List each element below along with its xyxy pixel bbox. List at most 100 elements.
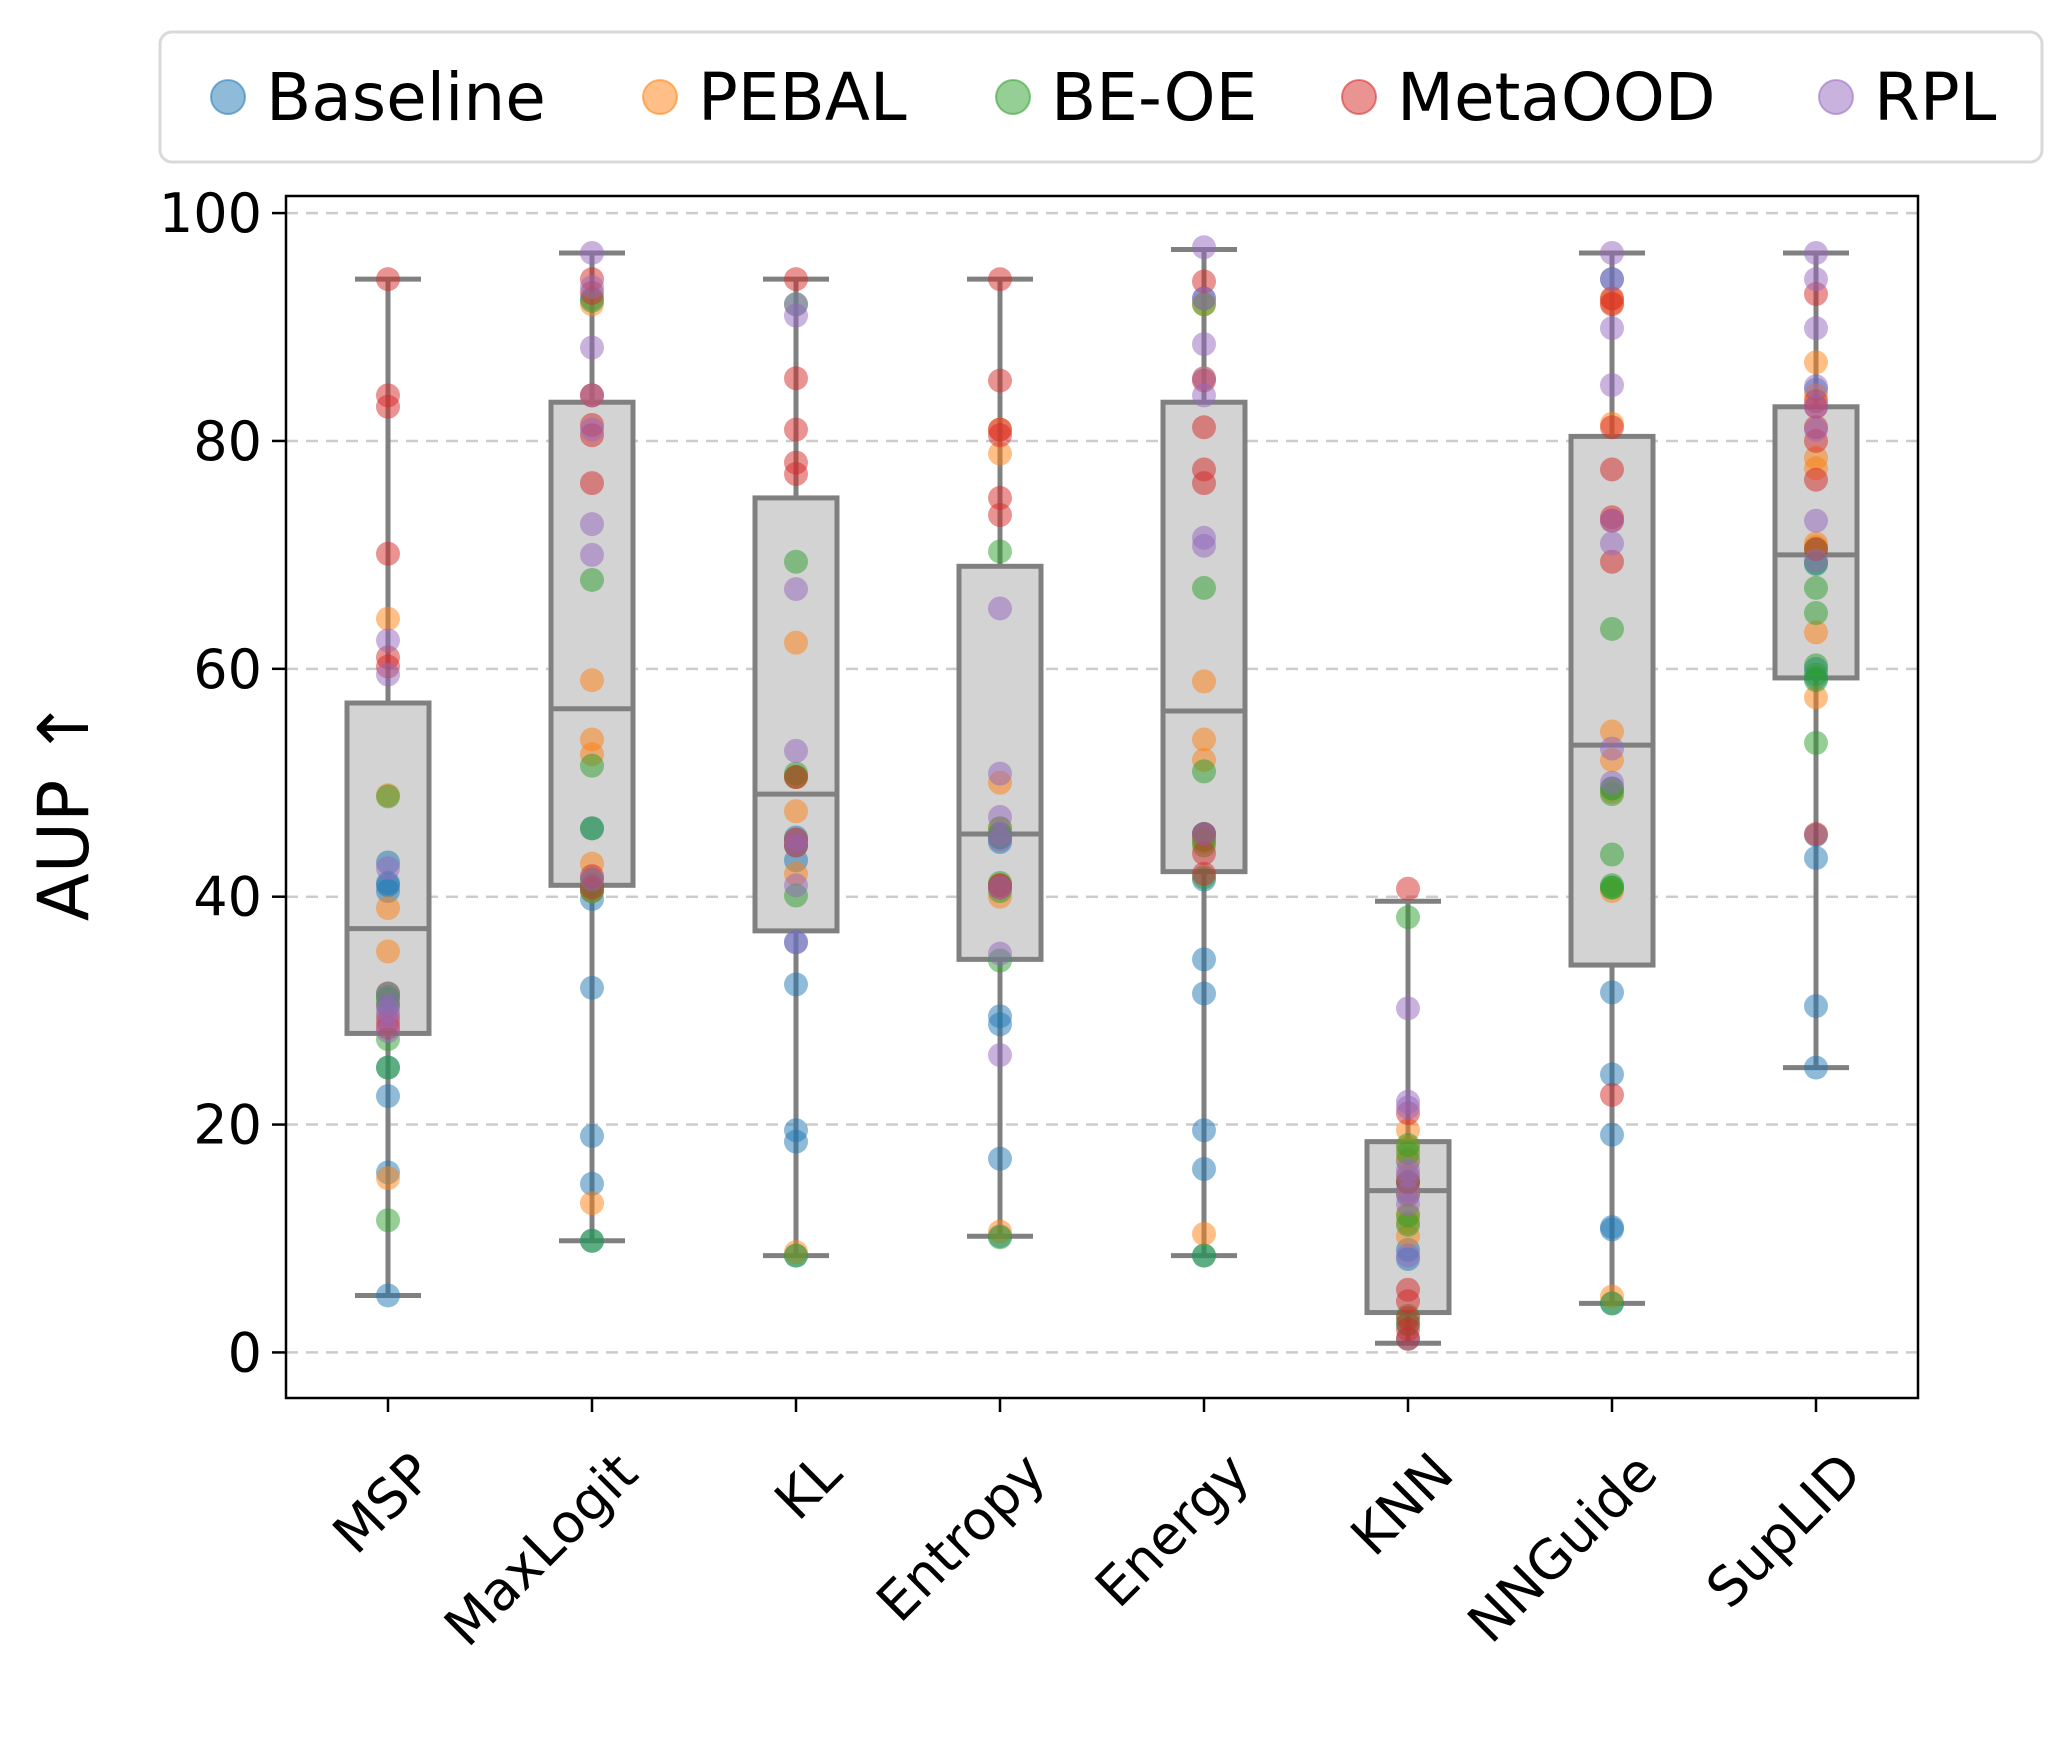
point-rpl xyxy=(1804,374,1828,399)
point-be-oe xyxy=(1804,600,1828,625)
legend-marker xyxy=(1341,79,1377,115)
point-be-oe xyxy=(1804,575,1828,600)
point-pebal xyxy=(1804,446,1828,471)
legend-marker xyxy=(642,79,678,115)
point-rpl xyxy=(1192,235,1216,260)
point-metaood xyxy=(784,450,808,475)
point-be-oe xyxy=(376,1208,400,1233)
point-rpl xyxy=(988,875,1012,900)
x-tick-label: NNGuide xyxy=(1456,1441,1670,1655)
x-tick-label: KNN xyxy=(1339,1441,1466,1568)
point-rpl xyxy=(784,292,808,317)
point-rpl xyxy=(988,761,1012,786)
point-pebal xyxy=(580,1191,604,1216)
point-pebal xyxy=(1804,350,1828,375)
point-metaood xyxy=(1192,269,1216,294)
point-baseline xyxy=(988,1004,1012,1029)
point-pebal xyxy=(376,606,400,631)
x-tick-label: MaxLogit xyxy=(432,1441,649,1658)
point-metaood xyxy=(988,267,1012,292)
plot-frame xyxy=(284,194,1920,1400)
legend-frame xyxy=(158,30,2044,164)
point-rpl xyxy=(784,930,808,955)
point-rpl xyxy=(1804,508,1828,533)
legend: Baseline PEBAL BE-OE MetaOOD RPL xyxy=(158,30,2044,164)
point-rpl xyxy=(1192,822,1216,847)
point-pebal xyxy=(1804,685,1828,710)
point-metaood xyxy=(1600,457,1624,482)
point-baseline xyxy=(580,975,604,1000)
point-metaood xyxy=(1600,549,1624,574)
point-rpl xyxy=(376,628,400,653)
point-be-oe xyxy=(1600,842,1624,867)
legend-label: Baseline xyxy=(266,59,546,136)
point-be-oe xyxy=(1396,905,1420,930)
point-be-oe xyxy=(1600,1291,1624,1316)
point-metaood xyxy=(988,485,1012,510)
box-plots xyxy=(344,247,1860,1346)
point-baseline xyxy=(784,1118,808,1143)
point-metaood xyxy=(784,417,808,442)
point-rpl xyxy=(580,867,604,892)
point-pebal xyxy=(1804,620,1828,645)
point-pebal xyxy=(376,896,400,921)
point-pebal xyxy=(580,668,604,693)
point-rpl xyxy=(580,512,604,537)
y-tick-label: 60 xyxy=(193,638,262,701)
point-rpl xyxy=(1804,394,1828,419)
y-tick-label: 40 xyxy=(193,866,262,929)
point-be-oe xyxy=(1804,668,1828,693)
point-rpl xyxy=(580,240,604,265)
point-rpl xyxy=(580,275,604,300)
point-rpl xyxy=(376,856,400,881)
point-metaood xyxy=(988,417,1012,442)
legend-item-rpl: RPL xyxy=(1818,59,1997,136)
point-baseline xyxy=(1192,981,1216,1006)
point-pebal xyxy=(1192,727,1216,752)
point-rpl xyxy=(1192,286,1216,311)
point-pebal xyxy=(1600,719,1624,744)
point-baseline xyxy=(1600,980,1624,1005)
legend-item-be-oe: BE-OE xyxy=(995,59,1257,136)
point-rpl xyxy=(1396,1089,1420,1114)
legend-item-baseline: Baseline xyxy=(210,59,546,136)
point-metaood xyxy=(784,267,808,292)
point-rpl xyxy=(580,417,604,442)
point-metaood xyxy=(1396,876,1420,901)
point-rpl xyxy=(376,981,400,1006)
point-be-oe xyxy=(1600,616,1624,641)
point-baseline xyxy=(1600,1215,1624,1240)
legend-marker xyxy=(995,79,1031,115)
point-rpl xyxy=(376,1019,400,1044)
point-rpl xyxy=(1804,240,1828,265)
point-baseline xyxy=(376,1084,400,1109)
point-rpl xyxy=(988,1043,1012,1068)
point-baseline xyxy=(1804,1055,1828,1080)
point-metaood xyxy=(580,471,604,496)
point-rpl xyxy=(784,833,808,858)
point-metaood xyxy=(1600,1082,1624,1107)
y-tick-label: 100 xyxy=(159,182,262,245)
point-pebal xyxy=(1192,669,1216,694)
y-tick-label: 80 xyxy=(193,410,262,473)
legend-item-pebal: PEBAL xyxy=(642,59,907,136)
point-be-oe xyxy=(580,1228,604,1253)
point-metaood xyxy=(1192,841,1216,866)
point-pebal xyxy=(1192,1221,1216,1246)
point-rpl xyxy=(1396,1192,1420,1217)
point-metaood xyxy=(784,366,808,391)
point-rpl xyxy=(376,662,400,687)
y-tick-label: 20 xyxy=(193,1094,262,1157)
point-rpl xyxy=(1804,316,1828,341)
point-be-oe xyxy=(1192,575,1216,600)
point-metaood xyxy=(1804,822,1828,847)
point-metaood xyxy=(376,267,400,292)
point-be-oe xyxy=(580,816,604,841)
point-rpl xyxy=(1600,267,1624,292)
point-be-oe xyxy=(988,539,1012,564)
x-tick-label: Energy xyxy=(1083,1441,1261,1619)
point-metaood xyxy=(988,503,1012,528)
point-baseline xyxy=(1804,994,1828,1019)
point-be-oe xyxy=(580,567,604,592)
